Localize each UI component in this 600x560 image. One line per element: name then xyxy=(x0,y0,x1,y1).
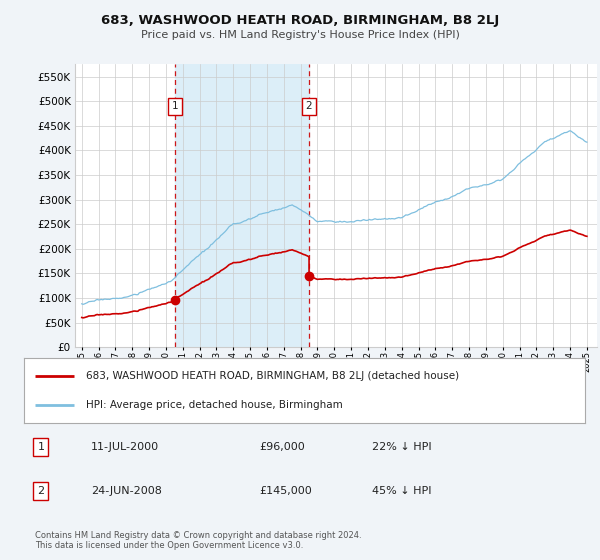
Text: Contains HM Land Registry data © Crown copyright and database right 2024.
This d: Contains HM Land Registry data © Crown c… xyxy=(35,531,362,550)
Bar xyxy=(175,64,309,347)
Text: 1: 1 xyxy=(172,101,178,111)
Text: 1: 1 xyxy=(37,442,44,452)
Text: 683, WASHWOOD HEATH ROAD, BIRMINGHAM, B8 2LJ: 683, WASHWOOD HEATH ROAD, BIRMINGHAM, B8… xyxy=(101,13,499,26)
Text: 45% ↓ HPI: 45% ↓ HPI xyxy=(372,486,431,496)
Text: Price paid vs. HM Land Registry's House Price Index (HPI): Price paid vs. HM Land Registry's House … xyxy=(140,30,460,40)
Text: 2: 2 xyxy=(37,486,44,496)
Text: 24-JUN-2008: 24-JUN-2008 xyxy=(91,486,162,496)
Text: HPI: Average price, detached house, Birmingham: HPI: Average price, detached house, Birm… xyxy=(86,400,343,410)
Text: 11-JUL-2000: 11-JUL-2000 xyxy=(91,442,160,452)
Text: 683, WASHWOOD HEATH ROAD, BIRMINGHAM, B8 2LJ (detached house): 683, WASHWOOD HEATH ROAD, BIRMINGHAM, B8… xyxy=(86,371,459,381)
Text: £96,000: £96,000 xyxy=(260,442,305,452)
Text: 22% ↓ HPI: 22% ↓ HPI xyxy=(372,442,431,452)
Text: £145,000: £145,000 xyxy=(260,486,313,496)
Text: 2: 2 xyxy=(305,101,312,111)
